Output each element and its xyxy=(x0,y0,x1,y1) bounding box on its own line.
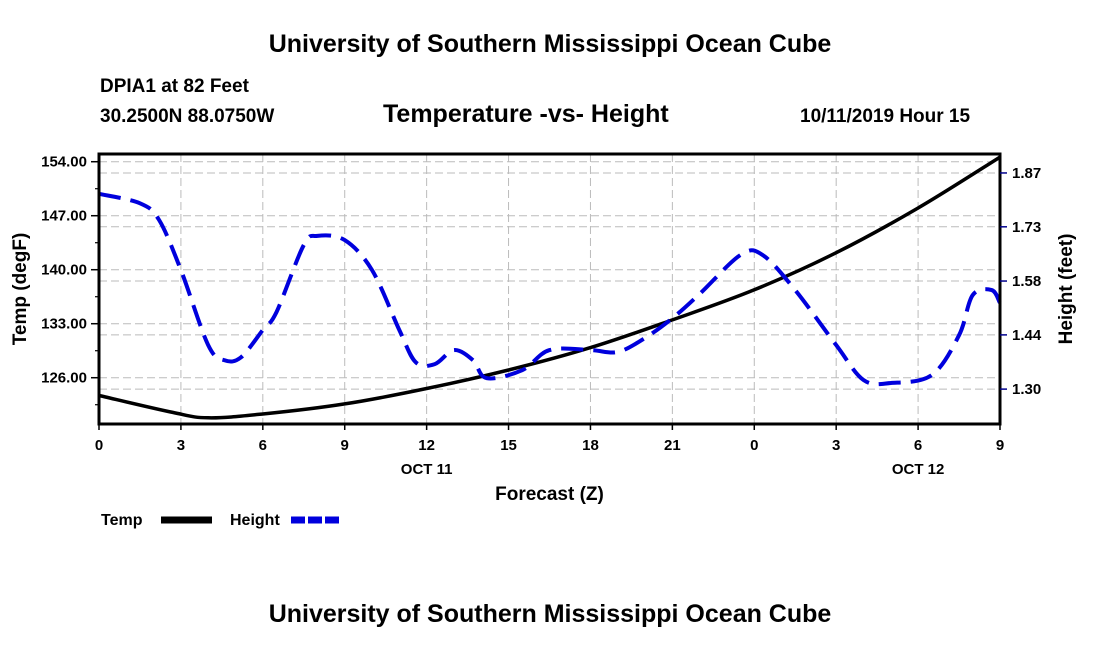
page-title: University of Southern Mississippi Ocean… xyxy=(268,30,832,58)
x-tick-label: 15 xyxy=(500,437,517,454)
footer-title: University of Southern Mississippi Ocean… xyxy=(268,600,832,628)
legend-temp-label: Temp xyxy=(101,512,143,529)
series-line-temp xyxy=(98,155,1001,420)
x-tick-label: 0 xyxy=(750,437,758,454)
axes: 0 3 6 9 12 15 18 21 0 3 6 9 OCT 11 OCT 12 126.00 133.00… xyxy=(41,154,1042,478)
x-tick-label: 6 xyxy=(914,437,922,454)
chart-title: Temperature -vs- Height xyxy=(383,100,669,128)
x-tick-label: 9 xyxy=(341,437,349,454)
series-layer xyxy=(98,155,1002,420)
series-line-height xyxy=(98,191,1002,387)
x-tick-label: 9 xyxy=(996,437,1004,454)
y-tick-label: 147.00 xyxy=(41,208,87,225)
x-tick-label: 6 xyxy=(259,437,267,454)
x-tick-label: 3 xyxy=(832,437,840,454)
y2-tick-label: 1.58 xyxy=(1012,273,1041,290)
x-date-label: OCT 12 xyxy=(892,461,945,478)
y2-tick-label: 1.44 xyxy=(1012,327,1042,344)
y2-tick-label: 1.87 xyxy=(1012,165,1041,182)
y-tick-label: 140.00 xyxy=(41,262,87,279)
x-tick-label: 0 xyxy=(95,437,103,454)
x-tick-label: 3 xyxy=(177,437,185,454)
x-tick-label: 18 xyxy=(582,437,599,454)
x-tick-label: 12 xyxy=(418,437,435,454)
y2-tick-label: 1.30 xyxy=(1012,381,1041,398)
y-tick-label: 133.00 xyxy=(41,316,87,333)
grid xyxy=(99,154,1000,424)
station-coordinates: 30.2500N 88.0750W xyxy=(100,106,275,127)
y-axis-title: Temp (degF) xyxy=(10,233,31,346)
x-date-label: OCT 11 xyxy=(401,461,453,478)
legend-height-label: Height xyxy=(230,512,280,529)
forecast-datetime: 10/11/2019 Hour 15 xyxy=(800,106,971,127)
x-axis-title: Forecast (Z) xyxy=(495,484,604,505)
station-label: DPIA1 at 82 Feet xyxy=(100,76,249,97)
plot-frame xyxy=(97,152,1002,426)
y2-tick-label: 1.73 xyxy=(1012,219,1041,236)
y-tick-label: 154.00 xyxy=(41,154,87,171)
x-tick-label: 21 xyxy=(664,437,681,454)
y-tick-label: 126.00 xyxy=(41,370,87,387)
legend: Temp Height xyxy=(101,512,342,529)
y2-axis-title: Height (feet) xyxy=(1056,234,1077,345)
